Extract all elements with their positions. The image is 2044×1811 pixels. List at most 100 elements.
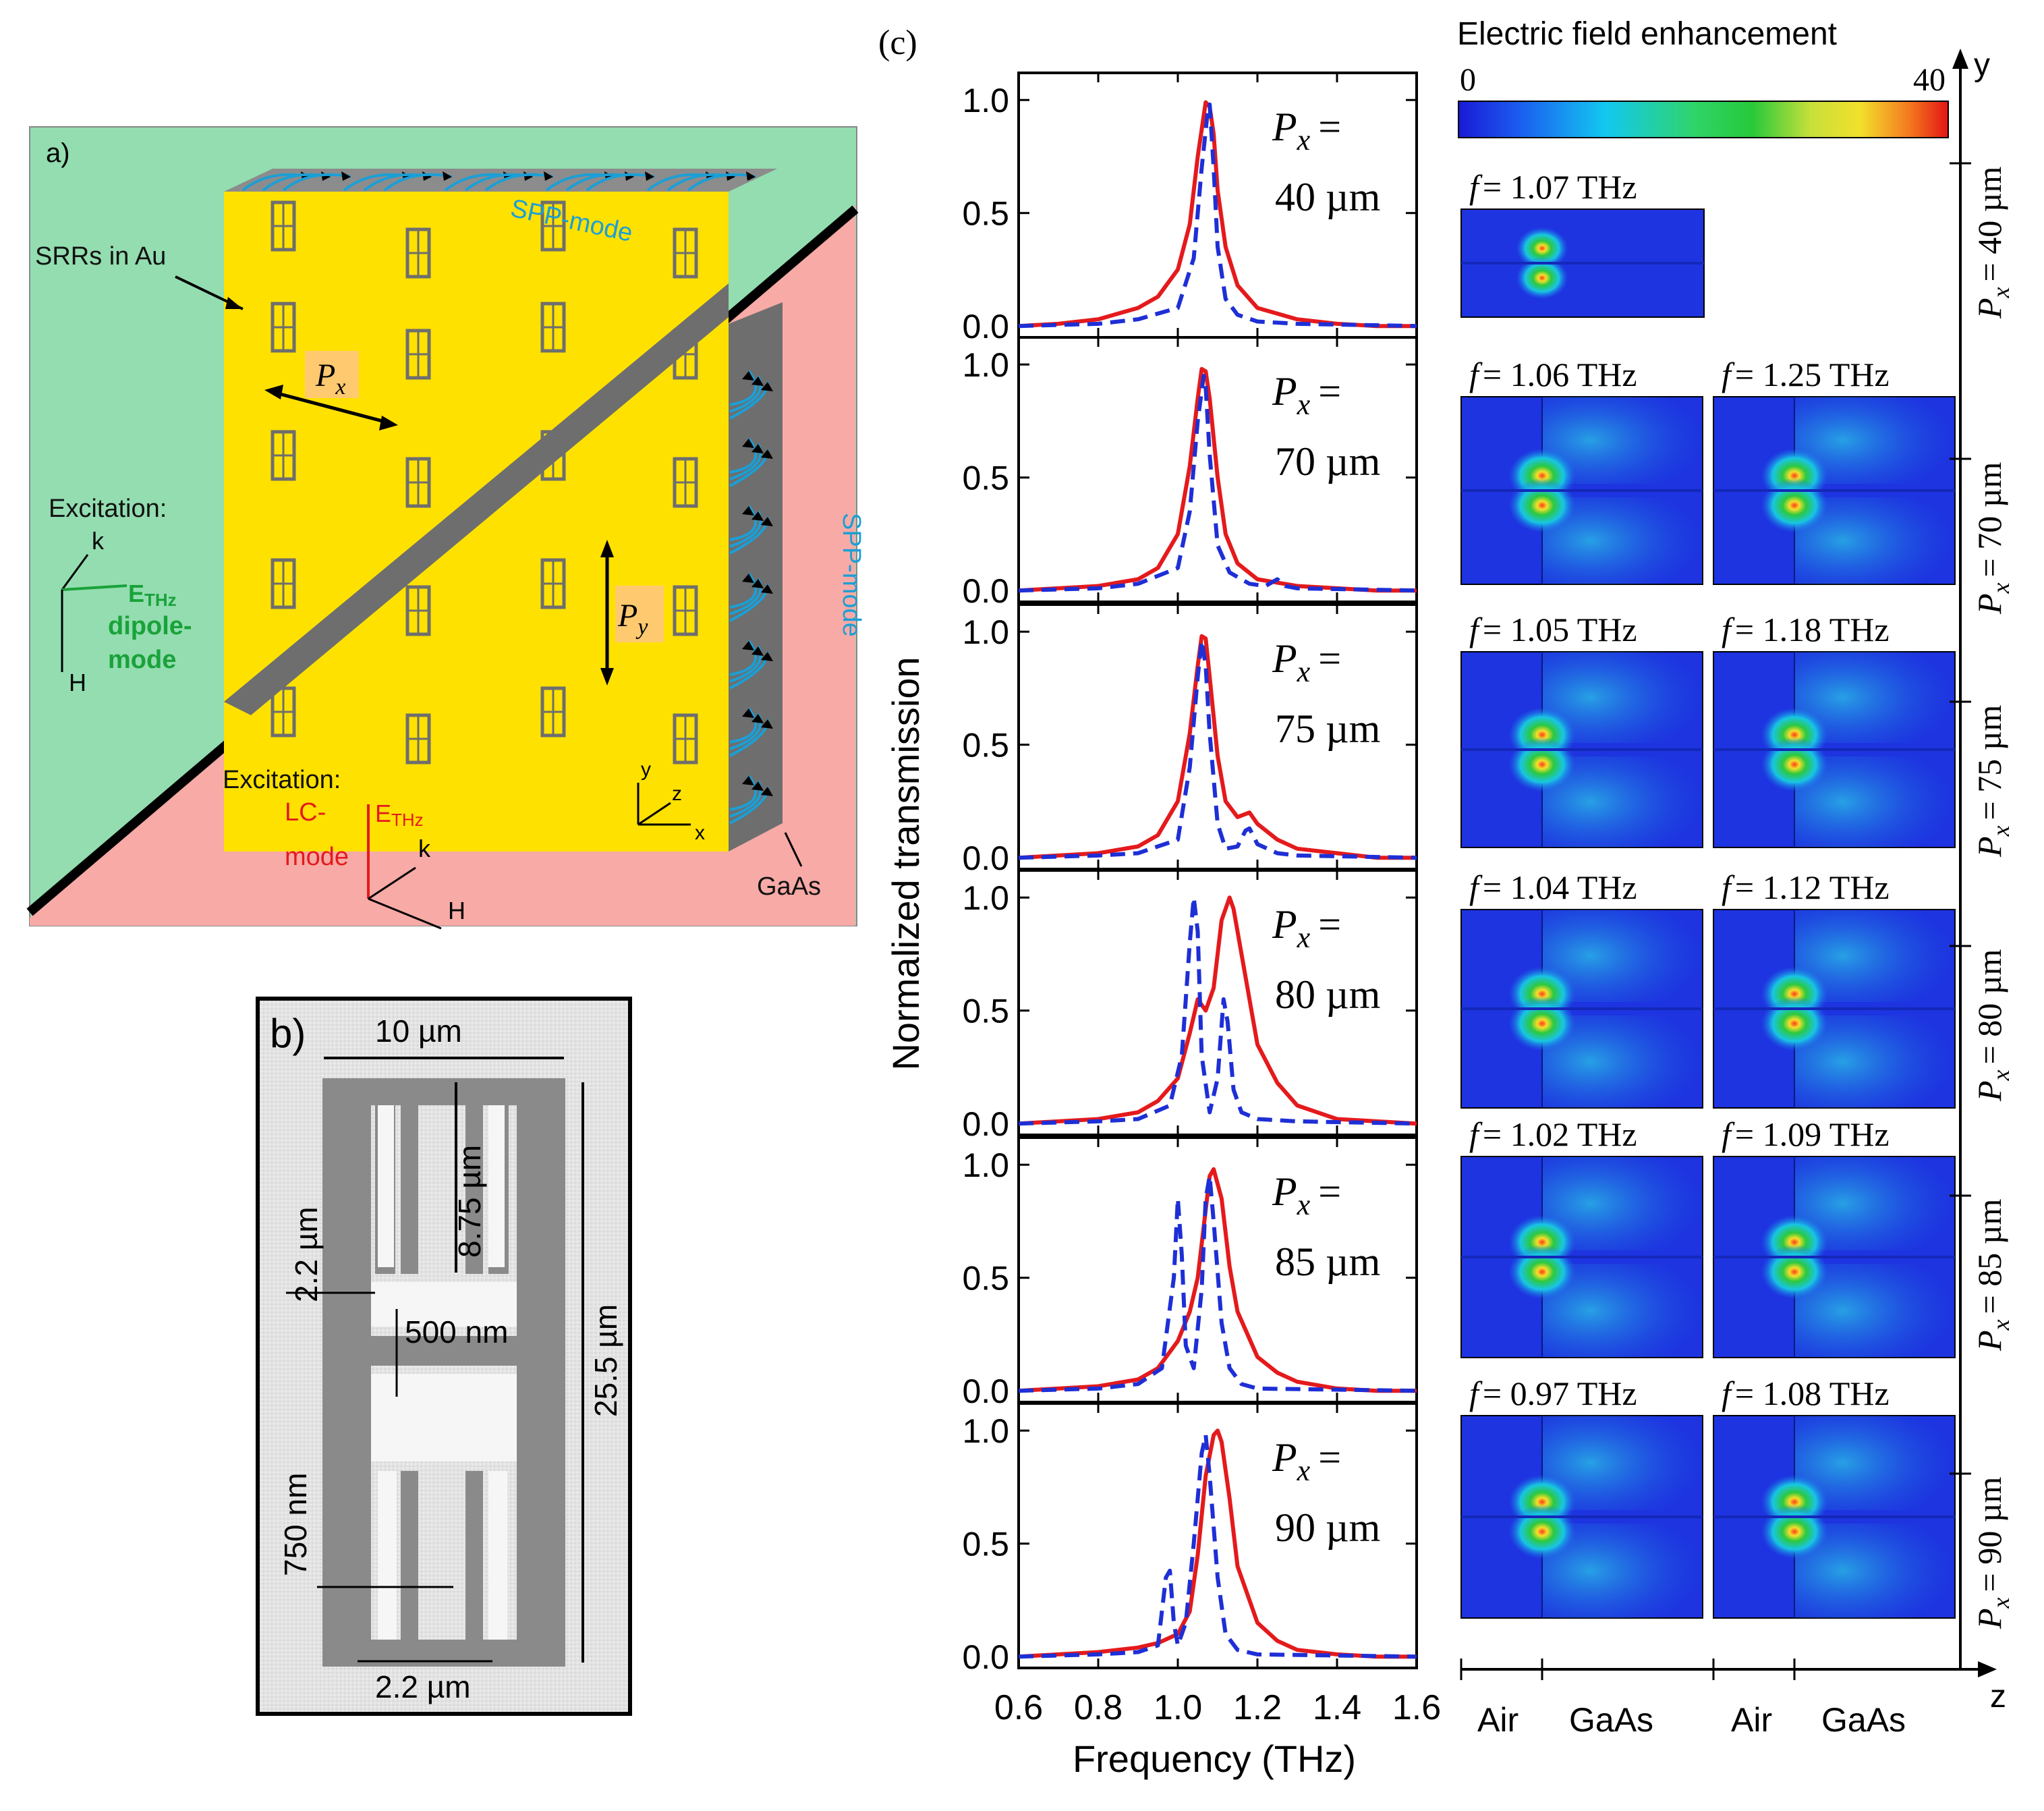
spp-arrowhead xyxy=(751,714,764,723)
srr-unit xyxy=(673,713,698,764)
srr-unit xyxy=(673,457,698,508)
dipole-label-2: mode xyxy=(108,646,176,674)
spp-arrows-top xyxy=(242,171,756,192)
axis-y-label: y xyxy=(641,758,651,781)
y-tick-label: 1.0 xyxy=(962,879,1009,917)
dim-height-label: 25.5 µm xyxy=(588,1304,623,1417)
k-green-arrow xyxy=(61,554,89,590)
y-tick-label: 0.5 xyxy=(962,727,1009,764)
gaas-pointer xyxy=(784,832,803,867)
field-hotspot xyxy=(1508,478,1576,533)
gaas-label-2: GaAs xyxy=(1821,1701,1906,1739)
srr-unit xyxy=(405,585,431,636)
panel-a-label: a) xyxy=(46,138,70,168)
x-tick-labels: 0.6 0.8 1.0 1.2 1.4 1.6 xyxy=(994,1688,1441,1727)
y-tick-label: 0.5 xyxy=(962,993,1009,1030)
srr-sem-gaps xyxy=(371,1105,517,1640)
field-hotspot xyxy=(1761,1244,1828,1300)
y-tick-label: 1.0 xyxy=(962,613,1009,651)
spp-wave xyxy=(729,572,758,609)
transmission-panel: 0.0 0.5 1.0 Px = 70 µm xyxy=(962,336,1418,610)
k-red-label: k xyxy=(418,835,431,862)
air-label-2: Air xyxy=(1731,1701,1772,1739)
excitation-green-label: Excitation: xyxy=(49,495,167,523)
field-hotspot xyxy=(1516,227,1568,270)
srr-label: SRRs in Au xyxy=(35,242,166,271)
srr-unit xyxy=(405,457,431,508)
period-value: 40 µm xyxy=(1275,175,1380,219)
x-tick-label: 1.4 xyxy=(1313,1688,1361,1727)
frequency-label: f = 0.97 THz xyxy=(1469,1374,1637,1412)
field-hotspot xyxy=(1761,737,1828,792)
period-label: Px = xyxy=(1272,902,1341,954)
e-green-arrow xyxy=(61,584,127,591)
field-map: f = 1.07 THz xyxy=(1460,168,1705,318)
x-tick-label: 1.6 xyxy=(1392,1688,1441,1727)
e-green-label: ETHz xyxy=(128,580,177,610)
spp-arrowhead xyxy=(742,708,754,718)
measured-curve xyxy=(1018,895,1417,1126)
y-tick-label: 1.0 xyxy=(962,82,1009,119)
panel-c: (c) Normalized transmission Frequency (T… xyxy=(878,16,2014,1780)
spp-arrowhead xyxy=(761,584,773,594)
field-hotspot xyxy=(1761,1504,1828,1559)
field-hotspot xyxy=(1508,1504,1576,1559)
side-period-labels: Px= 40 µm Px= 70 µm Px= 75 µm Px= 80 µm Px= … xyxy=(1950,162,2014,1629)
axis-x-label: x xyxy=(695,822,705,844)
spp-wave xyxy=(729,775,758,811)
frequency-label: f = 1.09 THz xyxy=(1722,1115,1890,1153)
srr-unit xyxy=(271,686,296,737)
srr-unit xyxy=(540,430,566,481)
spp-arrowhead xyxy=(761,787,773,796)
x-tick-label: 0.6 xyxy=(994,1688,1043,1727)
frequency-label: f = 1.02 THz xyxy=(1469,1115,1637,1153)
side-period-label: Px= 40 µm xyxy=(1970,166,2014,319)
period-value: 75 µm xyxy=(1275,706,1380,751)
panel-a: a) SRRs in Au SPP-mode SPP-mode Px Py Ex… xyxy=(26,126,865,930)
frequency-label: f = 1.18 THz xyxy=(1722,611,1890,648)
spp-arrowhead xyxy=(341,171,351,181)
colorbar-max: 40 xyxy=(1913,62,1946,98)
srr-unit xyxy=(673,585,698,636)
x-axis-title: Frequency (THz) xyxy=(1073,1737,1356,1780)
y-tick-label: 0.0 xyxy=(962,1638,1009,1676)
py-arrow-head-bottom xyxy=(600,668,614,686)
y-tick-label: 1.0 xyxy=(962,1412,1009,1450)
lc-label-1: LC- xyxy=(285,798,326,827)
dim-gap-left-label: 2.2 µm xyxy=(289,1206,324,1302)
excitation-red-label: Excitation: xyxy=(223,766,341,794)
field-hotspot xyxy=(1508,737,1576,792)
field-maps: f = 1.07 THz f = 1.06 THz f = 1.25 THz f = 1.05… xyxy=(1460,168,1956,1619)
spp-arrowhead xyxy=(751,444,764,453)
y-tick-label: 0.5 xyxy=(962,1260,1009,1298)
frequency-label: f = 1.06 THz xyxy=(1469,356,1637,393)
side-period-label: Px= 85 µm xyxy=(1970,1198,2014,1352)
spp-arrowhead xyxy=(443,171,452,181)
px-arrow xyxy=(269,389,393,426)
spp-wave xyxy=(729,437,758,474)
h-red-arrow xyxy=(368,897,442,930)
frequency-label: f = 1.04 THz xyxy=(1469,868,1637,906)
srr-unit xyxy=(540,302,566,353)
y-tick-label: 0.0 xyxy=(962,308,1009,345)
px-label: Px xyxy=(315,358,345,399)
lc-label-2: mode xyxy=(285,843,349,871)
dim-arm-label: 8.75 µm xyxy=(452,1145,487,1258)
gaas-label: GaAs xyxy=(757,872,821,901)
dim-gap-mid-label: 500 nm xyxy=(405,1314,508,1349)
srr-unit xyxy=(673,227,698,279)
measured-curve xyxy=(1018,1428,1417,1659)
field-map: f = 0.97 THz xyxy=(1460,1374,1703,1619)
spp-arrowhead xyxy=(742,776,754,785)
spp-arrowhead xyxy=(742,574,754,583)
srr-unit xyxy=(405,227,431,279)
k-red-arrow xyxy=(368,866,416,900)
side-period-label: Px= 80 µm xyxy=(1970,949,2014,1102)
srr-pointer-head xyxy=(225,297,243,309)
spp-arrowhead xyxy=(751,646,764,656)
bottom-axis-arrowhead xyxy=(1978,1661,1997,1677)
field-map: f = 1.25 THz xyxy=(1713,356,1956,585)
simulated-curve xyxy=(1018,638,1417,860)
spp-arrowhead xyxy=(751,579,764,588)
field-hotspot xyxy=(1508,996,1576,1051)
